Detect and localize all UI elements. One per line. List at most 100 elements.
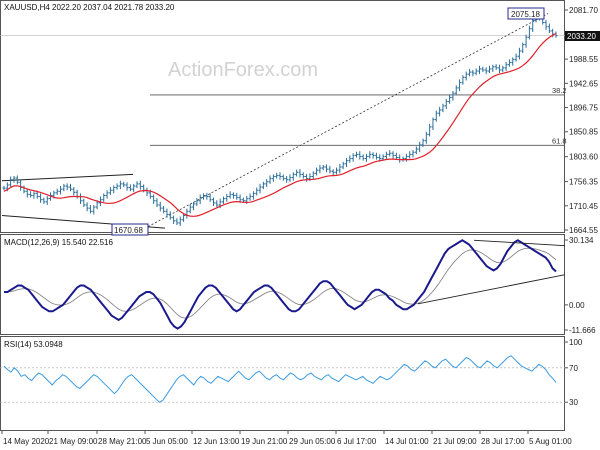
rsi-axis: 100 70 30 [0,338,583,407]
price-candle [421,138,425,147]
rsi-line [3,355,557,403]
time-tick-label: 6 Jul 17:00 [337,437,377,446]
price-candle [162,206,166,214]
price-candle [145,187,149,197]
time-axis: 14 May 2020 21 May 09:00 28 May 21:00 5 Jun… [1,431,572,446]
price-candle [88,204,92,214]
price-candle [428,123,432,137]
price-tick-label: 1803.60 [569,153,598,162]
price-candle [208,193,212,202]
price-candle [501,65,505,73]
price-candle [118,180,122,190]
price-candle [205,192,209,200]
price-tick-label: 1756.35 [569,178,598,187]
price-candle [192,201,196,211]
price-candle [321,164,325,171]
price-candle [182,213,186,222]
price-candle [358,151,362,160]
price-candle [328,165,332,174]
price-candle [25,188,29,198]
price-candle [228,191,232,199]
price-candle [112,185,116,194]
rsi-tick-label: 70 [569,364,578,373]
price-candle [29,191,33,198]
price-candle [371,152,375,159]
price-candle [398,154,402,163]
price-candle [361,154,365,161]
price-candle [491,64,495,73]
price-candle [384,151,388,160]
price-tick-label: 2081.70 [569,6,598,15]
trendlines [1,13,549,229]
price-tick-label: 1850.85 [569,128,598,137]
price-candle [251,191,255,200]
macd-panel-title: MACD(12,26,9) 15.540 22.516 [4,238,114,247]
macd-panel-frame [0,234,565,335]
price-tick-label: 1942.65 [569,79,598,88]
price-candle [62,183,66,192]
price-candle [98,196,102,207]
price-panel-title: XAUUSD,H4 2022.20 2037.04 2021.78 2033.2… [4,3,175,12]
price-candle [231,192,235,199]
price-candle [2,185,6,191]
price-candles [2,11,558,227]
price-candle [335,167,339,175]
high-annotation-box [507,7,545,20]
price-candle [388,150,392,157]
price-candle [39,193,43,203]
price-candle [108,187,112,195]
time-tick-label: 14 Jul 01:00 [385,437,429,446]
price-candle [178,216,182,227]
time-tick-label: 19 Jun 21:00 [241,437,288,446]
price-candle [514,53,518,62]
price-candle [298,169,302,178]
price-candle [338,163,342,174]
price-candle [102,193,106,202]
price-candle [504,62,508,72]
price-candle [165,208,169,218]
macd-falling-trendline [473,239,566,247]
price-candle [122,181,126,188]
price-candle [288,174,292,182]
price-candle [497,64,501,74]
price-candle [527,25,531,40]
price-axis: 2081.70 1988.55 1942.65 1896.75 1850.85 1803.… [0,6,598,235]
rsi-lines [3,355,557,403]
price-candle [125,182,129,191]
price-candle [55,188,59,195]
time-tick-label: 5 Jun 05:00 [146,437,188,446]
price-candle [348,155,352,163]
price-candle [311,171,315,180]
price-candle [438,106,442,117]
price-candle [424,131,428,144]
price-candle [325,164,329,173]
macd-tick-label: 30.134 [569,236,594,245]
macd-main-line [4,239,557,330]
price-candle [158,201,162,212]
macd-rising-trendline [417,274,566,305]
rsi-tick-label: 30 [569,398,578,407]
price-candle [235,192,239,200]
price-candle [138,180,142,190]
price-candle [481,66,485,73]
price-candle [221,196,225,204]
price-candle [394,152,398,160]
price-candle [268,175,272,184]
price-candle [411,150,415,158]
price-candle [517,47,521,60]
price-candle [105,190,109,199]
price-candle [487,65,491,74]
time-tick-label: 21 Jul 09:00 [433,437,477,446]
price-candle [265,179,269,188]
time-tick-label: 5 Aug 01:00 [529,437,572,446]
price-candle [12,175,16,183]
price-candle [531,18,535,32]
fib-level-label: 38.2 [552,86,567,95]
low-high-dashed-line [147,13,549,227]
price-candle [22,185,26,194]
low-annotation-box [111,223,149,236]
price-candle [414,146,418,155]
price-candle [65,183,69,191]
price-candle [471,69,475,77]
price-candle [507,59,511,67]
